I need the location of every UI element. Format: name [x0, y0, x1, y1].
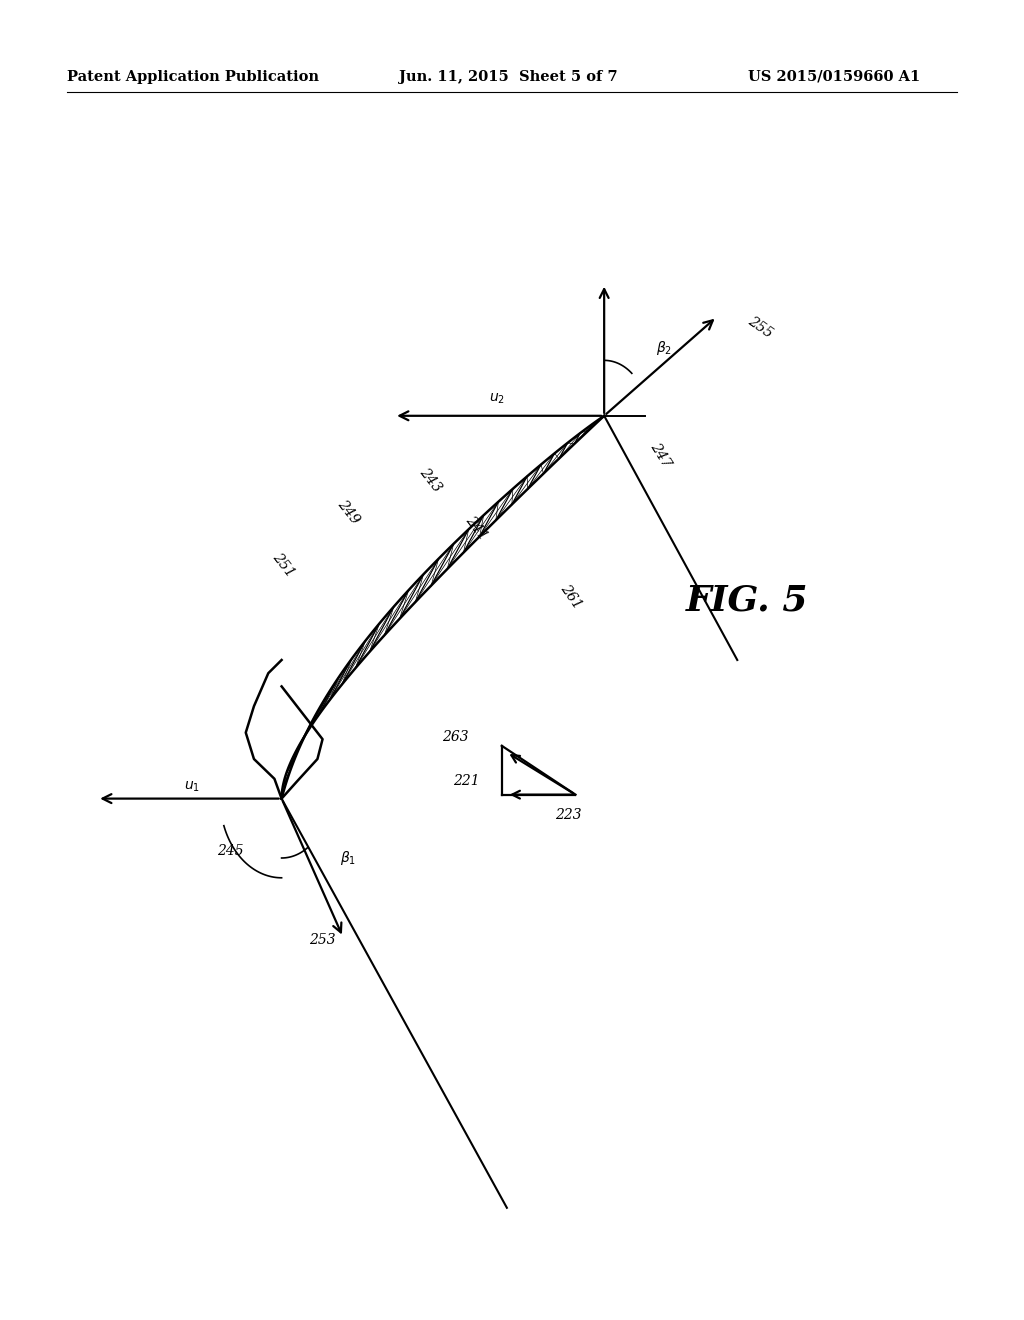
- Text: $\beta_1$: $\beta_1$: [340, 849, 356, 867]
- Text: 261: 261: [558, 582, 585, 611]
- Text: 253: 253: [309, 933, 336, 946]
- Text: US 2015/0159660 A1: US 2015/0159660 A1: [748, 70, 920, 83]
- Text: 223: 223: [555, 808, 582, 822]
- Text: Patent Application Publication: Patent Application Publication: [67, 70, 318, 83]
- Text: $u_1$: $u_1$: [184, 780, 201, 793]
- Text: 249: 249: [335, 498, 361, 527]
- Text: 251: 251: [270, 550, 297, 579]
- Text: FIG. 5: FIG. 5: [686, 583, 809, 618]
- Text: $\beta_2$: $\beta_2$: [655, 339, 672, 358]
- Text: $u_2$: $u_2$: [488, 392, 505, 405]
- Text: 243: 243: [417, 466, 443, 495]
- Text: 263: 263: [442, 730, 469, 743]
- Text: 245: 245: [217, 845, 244, 858]
- Text: 241: 241: [463, 513, 489, 543]
- Text: 255: 255: [745, 314, 775, 341]
- Text: 247: 247: [647, 441, 673, 470]
- Text: 221: 221: [453, 775, 479, 788]
- Text: Jun. 11, 2015  Sheet 5 of 7: Jun. 11, 2015 Sheet 5 of 7: [399, 70, 618, 83]
